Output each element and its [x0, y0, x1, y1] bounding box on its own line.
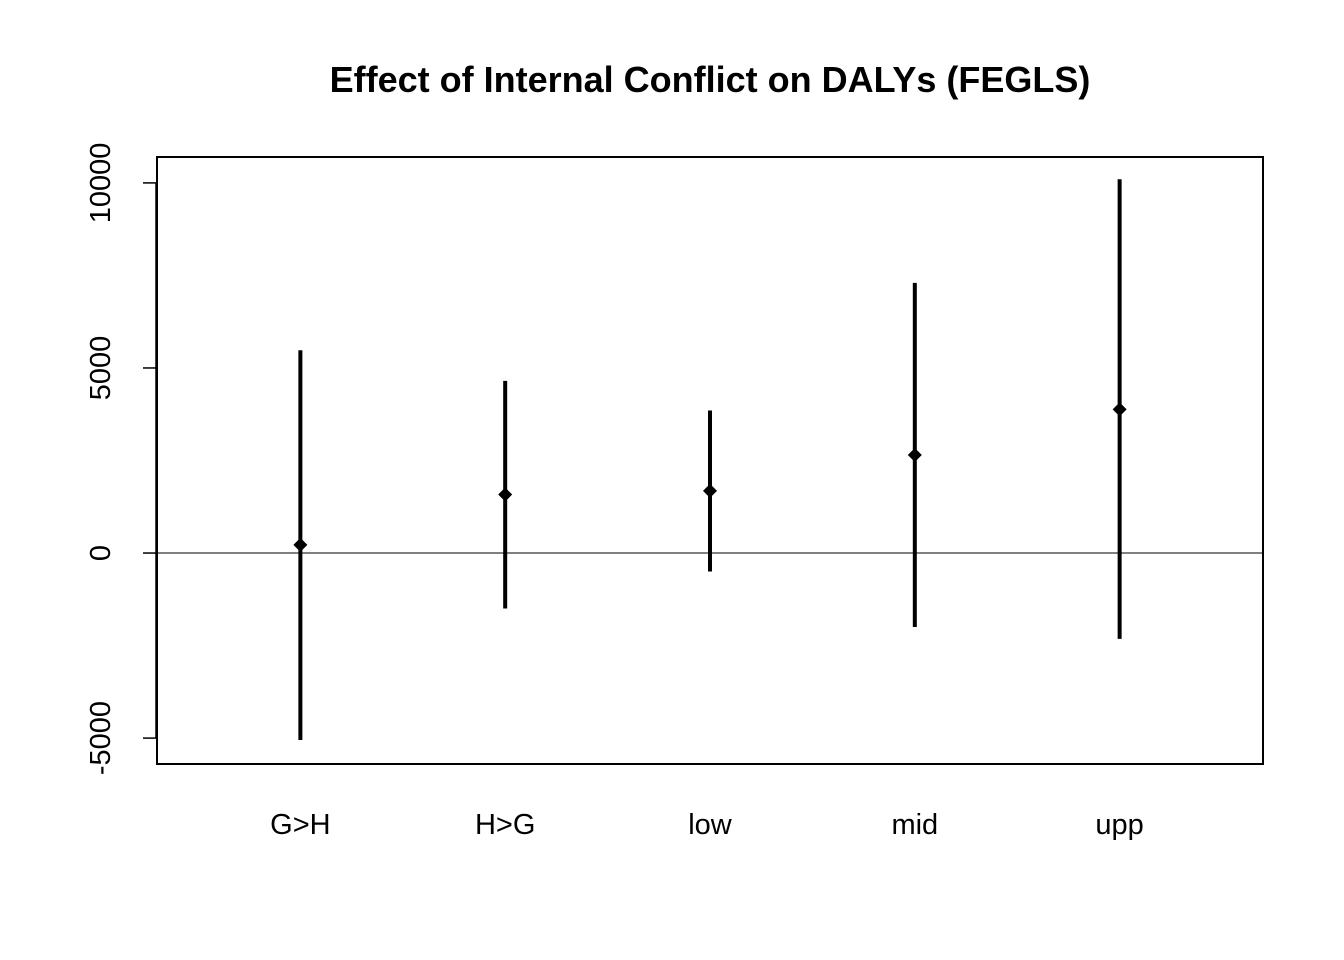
point-estimate-marker	[703, 483, 717, 498]
point-estimate-marker	[293, 537, 308, 552]
x-tick-label: G>H	[270, 809, 330, 841]
y-axis: -5000 0 5000 10000	[85, 143, 157, 775]
x-tick-label: mid	[891, 809, 938, 841]
y-tick-label: -5000	[85, 701, 117, 775]
x-axis-labels: G>H H>G low mid upp	[270, 809, 1144, 841]
y-tick-label: 10000	[85, 143, 117, 224]
chart-title: Effect of Internal Conflict on DALYs (FE…	[330, 59, 1091, 100]
x-tick-label: upp	[1095, 809, 1143, 841]
x-tick-label: H>G	[475, 809, 535, 841]
point-estimate-marker	[1112, 402, 1127, 417]
x-tick-label: low	[688, 809, 733, 841]
point-estimate-marker	[498, 487, 513, 502]
plot-area	[157, 179, 1263, 740]
y-tick-label: 5000	[85, 336, 117, 401]
point-estimate-marker	[907, 447, 922, 462]
y-tick-label: 0	[85, 545, 117, 561]
plot-frame	[156, 156, 1264, 765]
